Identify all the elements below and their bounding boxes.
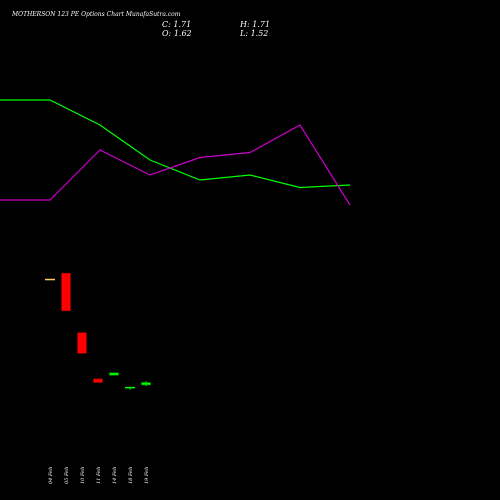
- open-readout: O: 1.62: [162, 29, 192, 38]
- close-label: C:: [162, 20, 171, 29]
- high-label: H:: [240, 20, 250, 29]
- open-label: O:: [162, 29, 172, 38]
- low-label: L:: [240, 29, 249, 38]
- close-readout: C: 1.71: [162, 20, 191, 29]
- x-tick-label: 11 Feb: [96, 467, 102, 484]
- chart-header: MOTHERSON 123 PE Options Chart MunafaSut…: [12, 11, 180, 18]
- x-tick-label: 05 Feb: [64, 467, 70, 484]
- candle-body: [93, 378, 103, 383]
- low-readout: L: 1.52: [240, 29, 268, 38]
- x-tick-label: 19 Feb: [144, 467, 150, 484]
- candle-body: [125, 386, 135, 389]
- x-tick-label: 04 Feb: [48, 467, 54, 484]
- x-tick-label: 18 Feb: [128, 467, 134, 484]
- green-line-series: [0, 99, 351, 189]
- candle-body: [77, 332, 87, 354]
- x-tick-label: 14 Feb: [112, 467, 118, 484]
- candle-body: [109, 372, 119, 376]
- open-value: 1.62: [173, 29, 192, 38]
- candle-body: [45, 278, 55, 281]
- purple-line-series: [0, 124, 351, 206]
- candle-body: [61, 272, 71, 312]
- candle-body: [141, 382, 151, 386]
- close-value: 1.71: [173, 20, 192, 29]
- high-value: 1.71: [252, 20, 271, 29]
- x-tick-label: 10 Feb: [80, 467, 86, 484]
- chart-title: MOTHERSON 123 PE Options Chart MunafaSut…: [12, 11, 181, 18]
- high-readout: H: 1.71: [240, 20, 270, 29]
- low-value: 1.52: [250, 29, 269, 38]
